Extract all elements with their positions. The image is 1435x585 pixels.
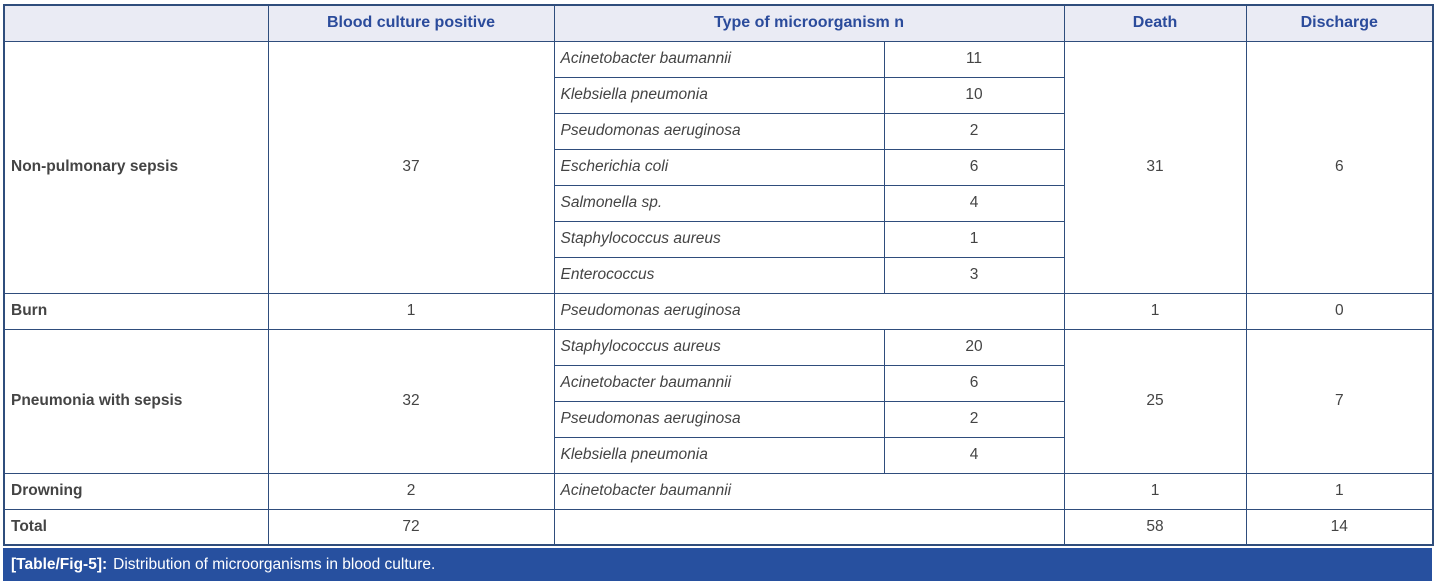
death-count: 25 — [1063, 328, 1247, 474]
organism-count: 11 — [883, 40, 1065, 78]
organism-count: 1 — [883, 220, 1065, 258]
table-row: Klebsiella pneumonia 10 — [4, 76, 1433, 114]
table-row: Acinetobacter baumannii 6 — [4, 364, 1433, 402]
col-header-category — [3, 4, 269, 42]
organism-count: 10 — [883, 76, 1065, 114]
organism-count: 4 — [883, 436, 1065, 474]
table-row: Escherichia coli 6 — [4, 148, 1433, 186]
category-cell: Burn — [3, 292, 269, 330]
organism-name: Escherichia coli — [553, 148, 885, 186]
col-header-blood-culture: Blood culture positive — [267, 4, 555, 42]
table-row: Drowning 2 Acinetobacter baumannii 1 1 — [3, 472, 1434, 510]
organism-name — [553, 508, 1065, 546]
organism-count: 2 — [883, 112, 1065, 150]
organism-name: Staphylococcus aureus — [553, 328, 885, 366]
category-cell: Pneumonia with sepsis — [3, 328, 269, 474]
blood-culture-count: 32 — [267, 328, 555, 474]
organism-count: 2 — [883, 400, 1065, 438]
organism-name: Klebsiella pneumonia — [553, 76, 885, 114]
discharge-count: 1 — [1245, 472, 1434, 510]
organism-count: 3 — [883, 256, 1065, 294]
discharge-count: 14 — [1245, 508, 1434, 546]
col-header-microorganism: Type of microorganism n — [553, 4, 1065, 42]
table-figure: Blood culture positive Type of microorga… — [3, 4, 1435, 581]
organism-name: Klebsiella pneumonia — [553, 436, 885, 474]
organism-name: Pseudomonas aeruginosa — [553, 400, 885, 438]
table-row: Burn 1 Pseudomonas aeruginosa 1 0 — [3, 292, 1434, 330]
organism-name: Enterococcus — [553, 256, 885, 294]
death-count: 1 — [1063, 292, 1247, 330]
death-count: 31 — [1063, 40, 1247, 294]
table-caption: [Table/Fig-5]: Distribution of microorga… — [3, 548, 1432, 581]
discharge-count: 0 — [1245, 292, 1434, 330]
blood-culture-count: 37 — [267, 40, 555, 294]
organism-count: 20 — [883, 328, 1065, 366]
caption-text: Distribution of microorganisms in blood … — [113, 555, 436, 573]
col-header-death: Death — [1063, 4, 1247, 42]
category-cell: Non-pulmonary sepsis — [3, 40, 269, 294]
table-row: Pseudomonas aeruginosa 2 — [4, 400, 1433, 438]
organism-name: Staphylococcus aureus — [553, 220, 885, 258]
death-count: 58 — [1063, 508, 1247, 546]
blood-culture-count: 72 — [267, 508, 555, 546]
table-row: Enterococcus 3 — [4, 256, 1433, 294]
table-row: Salmonella sp. 4 — [4, 184, 1433, 222]
organism-name: Salmonella sp. — [553, 184, 885, 222]
death-count: 1 — [1063, 472, 1247, 510]
caption-label: [Table/Fig-5]: — [11, 555, 108, 573]
category-cell: Drowning — [3, 472, 269, 510]
organism-name: Acinetobacter baumannii — [553, 364, 885, 402]
blood-culture-count: 2 — [267, 472, 555, 510]
organism-name: Acinetobacter baumannii — [553, 40, 885, 78]
organism-count: 6 — [883, 364, 1065, 402]
organism-name: Pseudomonas aeruginosa — [553, 112, 885, 150]
organism-name: Acinetobacter baumannii — [553, 472, 1065, 510]
organism-name: Pseudomonas aeruginosa — [553, 292, 1065, 330]
discharge-count: 6 — [1245, 40, 1434, 294]
category-cell: Total — [3, 508, 269, 546]
table-row: Pneumonia with sepsis 32 Staphylococcus … — [3, 328, 1434, 474]
discharge-count: 7 — [1245, 328, 1434, 474]
total-row: Total 72 58 14 — [3, 508, 1434, 546]
organism-count: 6 — [883, 148, 1065, 186]
blood-culture-count: 1 — [267, 292, 555, 330]
col-header-discharge: Discharge — [1245, 4, 1434, 42]
organism-count: 4 — [883, 184, 1065, 222]
microorganism-table: Blood culture positive Type of microorga… — [3, 4, 1435, 546]
header-row: Blood culture positive Type of microorga… — [3, 4, 1434, 42]
table-row: Non-pulmonary sepsis 37 Acinetobacter ba… — [3, 40, 1434, 294]
table-row: Staphylococcus aureus 1 — [4, 220, 1433, 258]
